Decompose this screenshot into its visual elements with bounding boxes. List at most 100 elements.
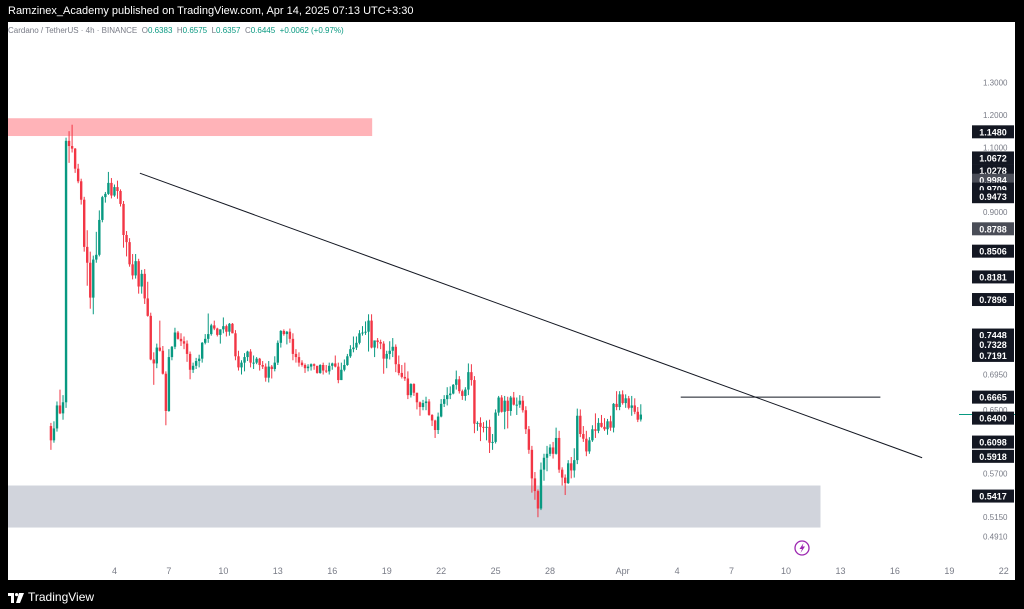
candle-body <box>557 437 561 470</box>
candle-body <box>470 372 473 381</box>
candle-body <box>500 397 503 412</box>
candle-body <box>273 362 276 369</box>
candle-body <box>409 384 413 396</box>
price-label-box <box>972 222 1014 236</box>
candle-body <box>86 246 89 263</box>
candle-body <box>267 366 270 378</box>
candle-body <box>194 361 198 366</box>
candle-body <box>52 428 56 441</box>
candle-body <box>231 323 234 334</box>
candle-body <box>545 453 549 458</box>
time-tick: 22 <box>436 566 446 576</box>
candle-body <box>521 400 525 411</box>
candle-body <box>213 325 216 329</box>
candle-body <box>585 438 588 452</box>
lightning-icon[interactable] <box>794 540 810 556</box>
candle-body <box>119 190 122 204</box>
candle-body <box>291 338 295 354</box>
candle-body <box>70 146 74 149</box>
candle-body <box>55 405 59 429</box>
candle-body <box>533 478 537 492</box>
candle-body <box>343 365 346 370</box>
candle-body <box>197 358 201 362</box>
candle-body <box>297 357 301 363</box>
candle-body <box>210 325 213 335</box>
candle-body <box>455 379 458 385</box>
candle-body <box>179 338 183 342</box>
candle-body <box>228 323 231 332</box>
candle-body <box>379 342 382 344</box>
price-tick: 0.4910 <box>983 532 1008 541</box>
candle-body <box>606 421 609 430</box>
candle-body <box>79 181 83 200</box>
candle-body <box>433 420 437 431</box>
candle-body <box>579 415 582 434</box>
price-tick: 0.5150 <box>983 513 1008 522</box>
price-axis[interactable]: 1.30001.20001.10001.05000.90000.69500.65… <box>972 79 1014 542</box>
candle-body <box>288 331 292 339</box>
candle-body <box>464 389 467 396</box>
footer-bar: TradingView <box>0 585 1024 609</box>
candle-body <box>391 346 394 351</box>
candle-body <box>146 298 149 316</box>
candle-body <box>185 343 189 354</box>
price-chart[interactable]: 1.30001.20001.10001.05000.90000.69500.65… <box>0 0 1024 585</box>
candle-body <box>104 193 107 198</box>
candle-body <box>567 463 570 484</box>
candle-body <box>243 357 246 363</box>
candle-body <box>400 372 404 377</box>
candle-body <box>216 328 219 335</box>
candle-body <box>458 379 461 392</box>
candle-body <box>207 334 210 339</box>
candle-body <box>264 366 267 378</box>
symbol-title[interactable]: Cardano / TetherUS · 4h · BINANCE <box>8 26 138 35</box>
price-label-box <box>972 270 1014 284</box>
candle-body <box>473 380 476 424</box>
candle-body <box>364 331 367 333</box>
candle-body <box>191 365 195 370</box>
zones-layer <box>8 118 821 528</box>
candle-body <box>128 242 131 265</box>
price-label-box <box>972 390 1014 404</box>
candle-body <box>503 400 506 412</box>
candle-body <box>415 392 419 403</box>
candle-body <box>306 366 310 369</box>
time-tick: 7 <box>729 566 734 576</box>
candle-body <box>560 469 564 478</box>
candle-body <box>58 405 62 414</box>
candle-body <box>76 168 80 182</box>
candle-body <box>200 342 204 359</box>
price-label: 0.9984 <box>979 176 1007 186</box>
candle-body <box>249 351 252 363</box>
candle-body <box>412 384 416 393</box>
candle-body <box>98 219 101 255</box>
publish-line: Ramzinex_Academy published on TradingVie… <box>8 5 414 17</box>
price-label: 0.8788 <box>979 224 1007 234</box>
candle-body <box>346 356 349 366</box>
candle-body <box>312 364 316 366</box>
candle-body <box>582 433 585 439</box>
price-label-box <box>972 435 1014 449</box>
candle-body <box>204 338 207 343</box>
candle-body <box>397 364 400 373</box>
candle-body <box>113 187 116 196</box>
candle-body <box>600 422 603 427</box>
candle-body <box>385 353 388 359</box>
candle-body <box>376 340 379 343</box>
time-tick: 13 <box>273 566 283 576</box>
candle-body <box>116 187 119 191</box>
price-label: 0.7191 <box>979 351 1007 361</box>
candle-body <box>530 449 534 479</box>
candle-body <box>449 393 452 396</box>
candle-body <box>331 363 334 366</box>
candle-body <box>158 347 162 351</box>
candle-body <box>497 397 500 413</box>
time-axis[interactable]: 4 7 10 13 16 19 22 25 28 Apr 4 7 10 13 16 19 22 <box>112 566 1009 576</box>
brand-name[interactable]: TradingView <box>28 590 95 604</box>
candle-body <box>173 332 177 347</box>
candle-body <box>131 264 134 276</box>
candle-body <box>461 391 464 396</box>
time-tick: 10 <box>781 566 791 576</box>
candle-body <box>427 401 431 415</box>
price-label: 0.7896 <box>979 295 1007 305</box>
